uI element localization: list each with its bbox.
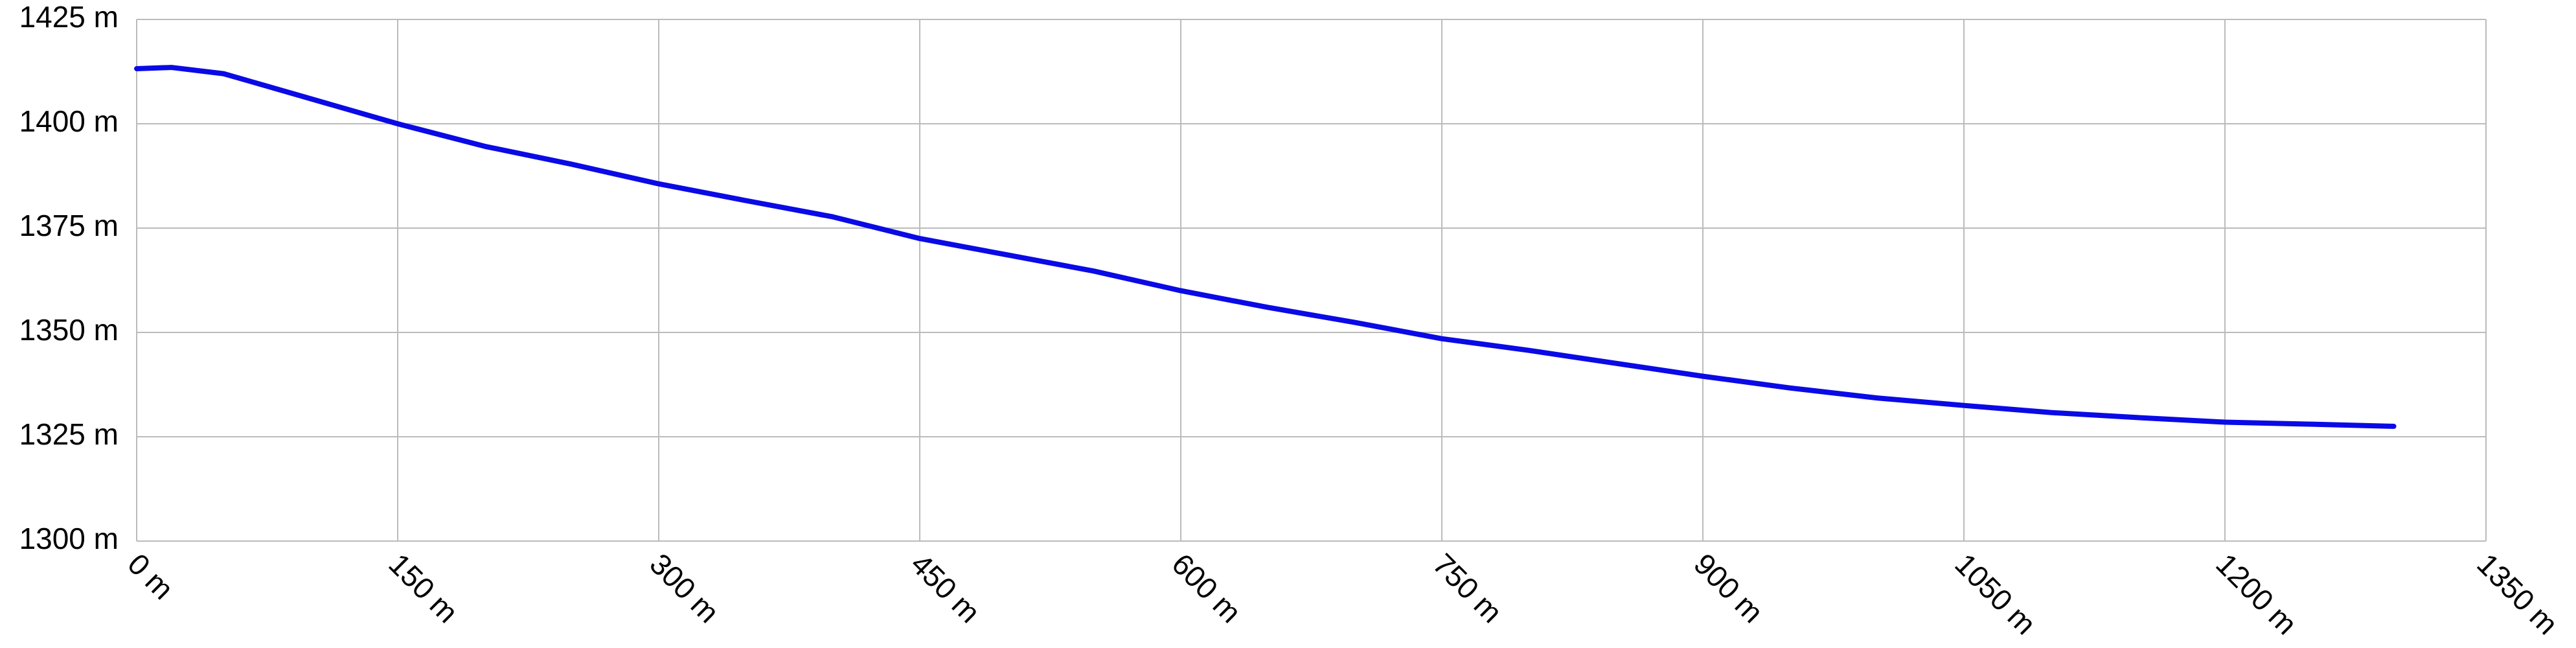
x-tick-label: 1050 m xyxy=(1948,547,2042,641)
x-tick-label: 150 m xyxy=(382,547,464,629)
x-tick-label: 1200 m xyxy=(2209,547,2303,641)
y-tick-label: 1400 m xyxy=(19,104,119,138)
x-tick-label: 300 m xyxy=(643,547,725,629)
x-tick-label: 0 m xyxy=(121,547,180,606)
elevation-line xyxy=(134,65,2397,429)
y-tick-label: 1350 m xyxy=(19,313,119,347)
x-tick-label: 600 m xyxy=(1165,547,1248,629)
y-tick-label: 1325 m xyxy=(19,417,119,451)
y-tick-label: 1375 m xyxy=(19,209,119,242)
y-tick-label: 1425 m xyxy=(19,0,119,34)
y-tick-label: 1300 m xyxy=(19,522,119,555)
x-tick-label: 1350 m xyxy=(2470,547,2564,641)
x-tick-label: 750 m xyxy=(1426,547,1509,629)
x-tick-label: 450 m xyxy=(904,547,986,629)
x-tick-label: 900 m xyxy=(1687,547,1770,629)
